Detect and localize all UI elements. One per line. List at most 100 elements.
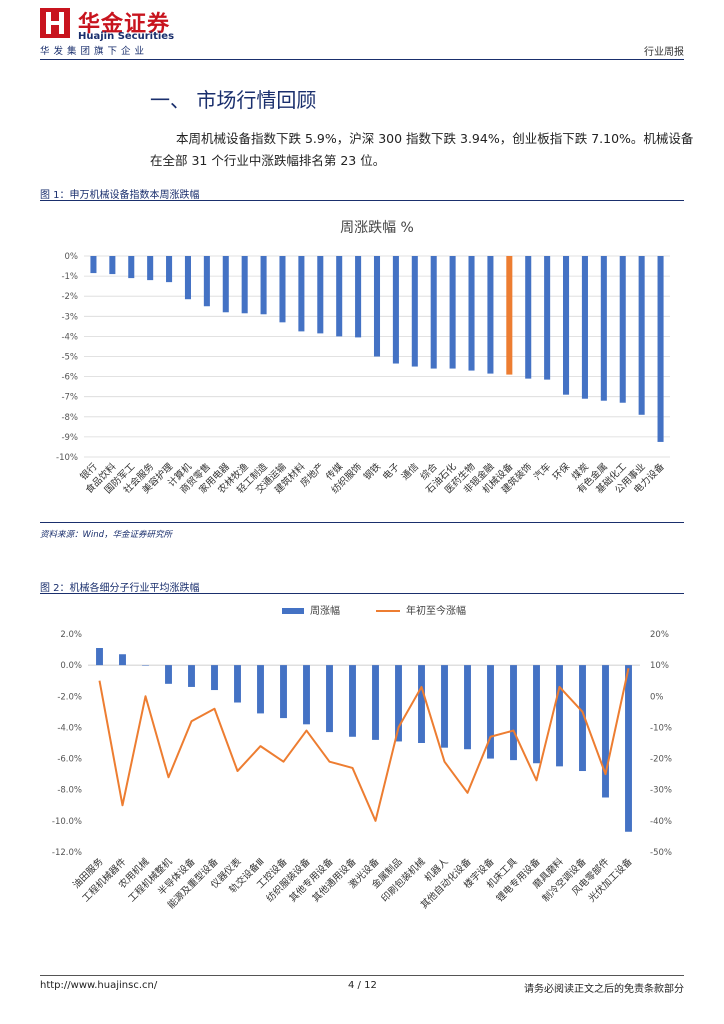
chart1-bar [90,256,97,274]
chart1-bar [430,256,437,369]
chart1-bar [544,256,551,380]
chart2-bar [533,665,540,764]
chart1-bar [525,256,532,379]
paragraph-line-2: 在全部 31 个行业中涨跌幅排名第 23 位。 [150,153,386,168]
header-divider [40,59,684,60]
chart2-bar [119,654,126,666]
chart1-y-tick: -2% [61,292,78,302]
chart1-bar [109,256,116,275]
chart2-right-tick: 20% [650,630,669,640]
chart1-bar [411,256,418,367]
subindustry-combo-chart: 周涨幅 年初至今涨幅 2.0% 0.0% -2.0% -4.0% -6.0% -8.0% -10… [52,604,672,911]
page-number: 4 / 12 [348,980,377,991]
chart2-left-tick: -10.0% [52,817,82,827]
chart2-left-tick: -6.0% [57,755,82,765]
figure2-caption: 图 2：机械各细分子行业平均涨跌幅 [40,583,200,594]
chart2-bar [579,665,586,772]
chart1-title: 周涨跌幅 % [340,220,414,236]
chart1-y-tick: -5% [61,353,78,363]
chart1-bar [166,256,173,283]
huajin-logo-icon [40,8,70,38]
chart2-ytd-line [98,668,630,822]
chart2-bar [372,665,379,740]
chart1-bar [298,256,305,332]
legend-ytd-label: 年初至今涨幅 [406,604,466,617]
paragraph-line-1: 本周机械设备指数下跌 5.9%，沪深 300 指数下跌 3.94%，创业板指下跌… [176,131,694,146]
section-title: 一、 市场行情回顾 [150,88,317,112]
chart2-left-tick: -4.0% [57,723,82,733]
chart1-y-tick: -4% [61,332,78,342]
chart2-bar [418,665,425,743]
chart2-left-tick: -12.0% [52,848,82,858]
chart2-bar [464,665,471,750]
chart2-right-tick: -50% [650,848,672,858]
chart2-bar [395,665,402,742]
chart2-left-tick: -2.0% [57,692,82,702]
chart1-y-tick: -3% [61,312,78,322]
chart1-bar [279,256,286,323]
figure1-top-rule [40,200,684,201]
legend-weekly-swatch [282,608,304,614]
chart1-bar [449,256,456,369]
chart2-right-tick: 0% [650,692,664,702]
chart2-bar [234,665,241,703]
chart1-y-tick: -8% [61,413,78,423]
chart1-bar [222,256,229,313]
chart2-right-tick: -40% [650,817,672,827]
market-review-paragraph: 本周机械设备指数下跌 5.9%，沪深 300 指数下跌 3.94%，创业板指下跌… [150,128,694,172]
chart2-right-tick: -20% [650,755,672,765]
chart2-right-tick: -30% [650,786,672,796]
chart2-bar [142,665,149,666]
chart1-y-tick: 0% [65,252,79,262]
chart1-bar [317,256,324,334]
chart1-bar [128,256,135,279]
chart1-bar [336,256,343,337]
figure2-top-rule [40,593,684,594]
chart2-bar [280,665,287,719]
chart2-bar [602,665,609,798]
chart1-y-tick: -6% [61,373,78,383]
chart2-bar [303,665,310,725]
chart2-bar [487,665,494,759]
chart1-y-tick: -1% [61,272,78,282]
chart1-bar [563,256,570,395]
chart1-bar [619,256,626,403]
chart1-bar [241,256,248,314]
chart1-bar [392,256,399,364]
chart2-bar [165,665,172,684]
figure1-source: 资料来源：Wind，华金证券研究所 [40,530,173,540]
report-type: 行业周报 [644,47,684,58]
chart1-bar [355,256,362,338]
chart1-bar [487,256,494,374]
chart1-x-label: 电子 [380,460,402,482]
chart2-left-tick: -8.0% [57,786,82,796]
chart2-bar [349,665,356,737]
chart1-bar [657,256,664,442]
chart2-right-tick: -10% [650,723,672,733]
footer-url[interactable]: http://www.huajinsc.cn/ [40,980,158,991]
chart1-bar [638,256,645,415]
footer-divider [40,975,684,976]
chart1-x-label: 汽车 [531,461,553,483]
chart1-y-tick: -10% [56,453,78,463]
chart1-bar [260,256,267,315]
chart2-bar [326,665,333,733]
figure1-bottom-rule [40,522,684,523]
chart1-bar [506,256,513,375]
chart1-bar [184,256,191,300]
logo-english-name: Huajin Securities [78,31,175,42]
chart2-bar [96,648,103,666]
legend-weekly-label: 周涨幅 [310,604,340,617]
logo-chinese-name: 华金证券 [78,12,171,37]
weekly-change-bar-chart: 周涨跌幅 %0%-1%-2%-3%-4%-5%-6%-7%-8%-9%-10%银… [56,220,670,496]
chart1-x-label: 钢铁 [361,460,383,482]
chart1-bar [147,256,154,281]
chart1-y-tick: -7% [61,393,78,403]
chart2-bar [188,665,195,687]
chart1-bar [581,256,588,399]
chart1-bar [600,256,607,401]
chart2-bar [556,665,563,767]
chart1-bar [373,256,381,357]
chart1-bar [468,256,475,371]
chart1-x-label: 通信 [399,461,421,483]
